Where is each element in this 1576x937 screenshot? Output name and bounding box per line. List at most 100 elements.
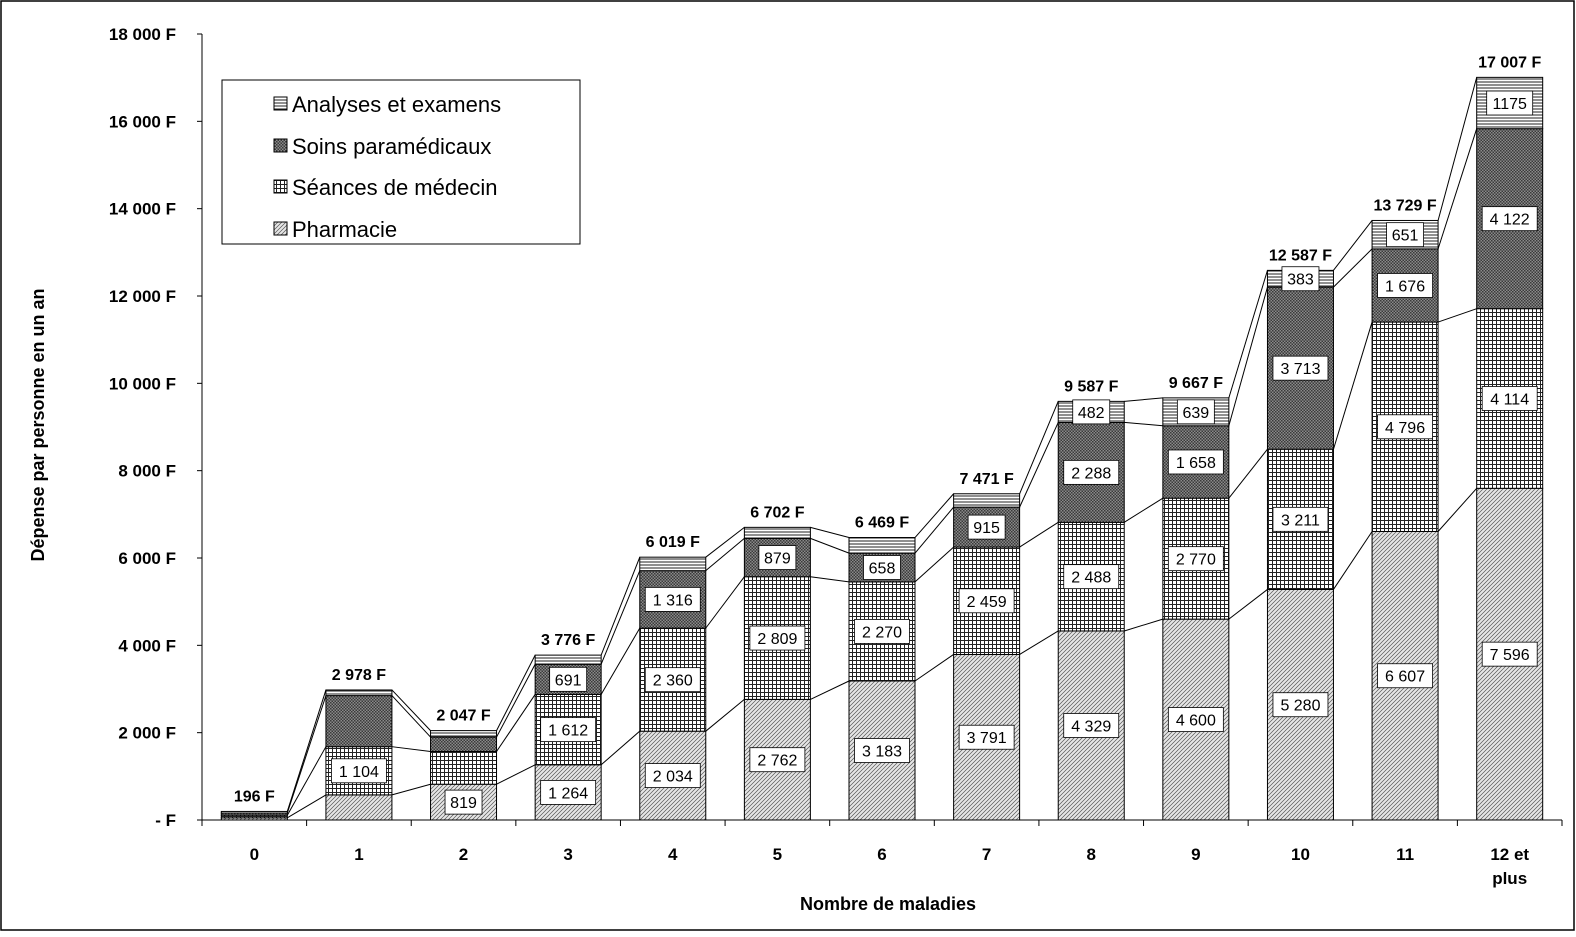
connector-line xyxy=(391,689,431,731)
data-label: 879 xyxy=(764,551,791,568)
connector-line xyxy=(810,576,850,583)
y-tick-label: 8 000 F xyxy=(118,462,176,481)
bar-total-label: 9 587 F xyxy=(1064,378,1118,395)
data-label: 2 034 xyxy=(653,769,693,786)
bar-total-label: 13 729 F xyxy=(1373,197,1436,214)
bar-total-label: 6 469 F xyxy=(855,515,909,532)
bar-total-label: 12 587 F xyxy=(1269,247,1332,264)
data-label-box xyxy=(549,666,588,692)
connector-line xyxy=(1019,630,1059,655)
bar-segment xyxy=(639,556,707,572)
data-label-box xyxy=(331,758,387,784)
data-label: 3 791 xyxy=(967,730,1007,747)
data-label-box xyxy=(1063,459,1120,485)
connector-line xyxy=(1228,589,1268,620)
x-tick-label: 4 xyxy=(668,845,678,864)
data-label: 2 459 xyxy=(967,594,1007,611)
legend-label-soins: Soins paramédicaux xyxy=(292,134,491,159)
x-tick-label: plus xyxy=(1492,869,1527,888)
data-label-box xyxy=(1272,692,1329,718)
connector-line xyxy=(391,695,431,738)
connector-line xyxy=(1124,397,1163,402)
y-tick-label: - F xyxy=(155,811,176,830)
connector-line xyxy=(914,493,954,538)
connector-line xyxy=(286,746,327,816)
legend-label-seances: Séances de médecin xyxy=(292,175,497,200)
data-label-box xyxy=(1167,707,1224,732)
data-label-box xyxy=(749,625,806,651)
connector-line xyxy=(1124,421,1163,427)
connector-line xyxy=(496,694,536,752)
y-tick-label: 10 000 F xyxy=(109,374,176,393)
connector-line xyxy=(1437,487,1478,532)
x-tick-label: 5 xyxy=(773,845,782,864)
data-label-box xyxy=(854,619,910,644)
bar-segment xyxy=(220,810,288,814)
data-label-box xyxy=(444,789,483,815)
connector-line xyxy=(810,680,850,700)
connector-line xyxy=(286,695,327,814)
connector-line xyxy=(496,654,536,731)
y-tick-label: 2 000 F xyxy=(118,724,176,743)
connector-line xyxy=(600,730,641,766)
data-label: 1 658 xyxy=(1176,455,1216,472)
connector-line xyxy=(600,570,641,665)
bar-total-label: 196 F xyxy=(234,788,275,805)
connector-line xyxy=(914,654,954,682)
connector-line xyxy=(1437,308,1477,323)
data-label: 915 xyxy=(973,520,1000,537)
data-label: 6 607 xyxy=(1385,669,1425,686)
y-axis-title: Dépense par personne en un an xyxy=(28,288,48,561)
connector-line xyxy=(496,764,536,785)
data-label-box xyxy=(1063,564,1120,590)
data-label-box xyxy=(644,763,701,788)
data-label-box xyxy=(1281,266,1320,292)
bar-total-label: 3 776 F xyxy=(541,632,595,649)
bar-total-label: 2 047 F xyxy=(436,708,490,725)
data-label-box xyxy=(1167,449,1224,475)
bar-segment xyxy=(325,689,393,697)
data-label: 7 596 xyxy=(1490,647,1530,664)
data-label: 2 288 xyxy=(1071,465,1111,482)
data-label: 4 329 xyxy=(1071,718,1111,735)
x-tick-label: 1 xyxy=(354,845,363,864)
connector-line xyxy=(600,556,641,656)
data-label: 5 280 xyxy=(1280,698,1320,715)
data-label-box xyxy=(644,667,701,693)
data-label: 4 600 xyxy=(1176,713,1216,730)
data-label: 3 183 xyxy=(862,744,902,761)
data-label-box xyxy=(749,747,806,773)
connector-line xyxy=(600,627,641,695)
x-tick-label: 3 xyxy=(563,845,572,864)
y-tick-label: 18 000 F xyxy=(109,25,176,44)
data-label-box xyxy=(540,780,597,805)
connector-line xyxy=(705,537,745,572)
data-label: 639 xyxy=(1182,405,1209,422)
data-label: 383 xyxy=(1287,272,1314,289)
bar-total-label: 6 019 F xyxy=(646,534,700,551)
data-label: 1 612 xyxy=(548,723,588,740)
connector-line xyxy=(1437,128,1478,250)
bar-segment xyxy=(534,654,602,665)
data-label-box xyxy=(758,545,797,570)
data-label-box xyxy=(1377,273,1433,298)
y-tick-label: 6 000 F xyxy=(118,549,176,568)
connector-line xyxy=(810,537,850,554)
data-label-box xyxy=(1377,414,1433,440)
data-label: 651 xyxy=(1392,228,1419,245)
connector-line xyxy=(1123,497,1164,523)
data-label: 3 713 xyxy=(1280,361,1320,378)
bar-segment xyxy=(325,794,393,821)
bar-segment xyxy=(325,695,393,748)
data-label: 658 xyxy=(869,561,896,578)
connector-line xyxy=(1019,401,1059,494)
connector-line xyxy=(705,699,745,732)
data-label: 1175 xyxy=(1492,96,1527,113)
connector-line xyxy=(705,526,745,558)
connector-line xyxy=(705,576,745,629)
connector-line xyxy=(286,689,327,812)
data-label-box xyxy=(540,717,597,743)
x-tick-label: 0 xyxy=(250,845,259,864)
connector-line xyxy=(810,526,850,539)
